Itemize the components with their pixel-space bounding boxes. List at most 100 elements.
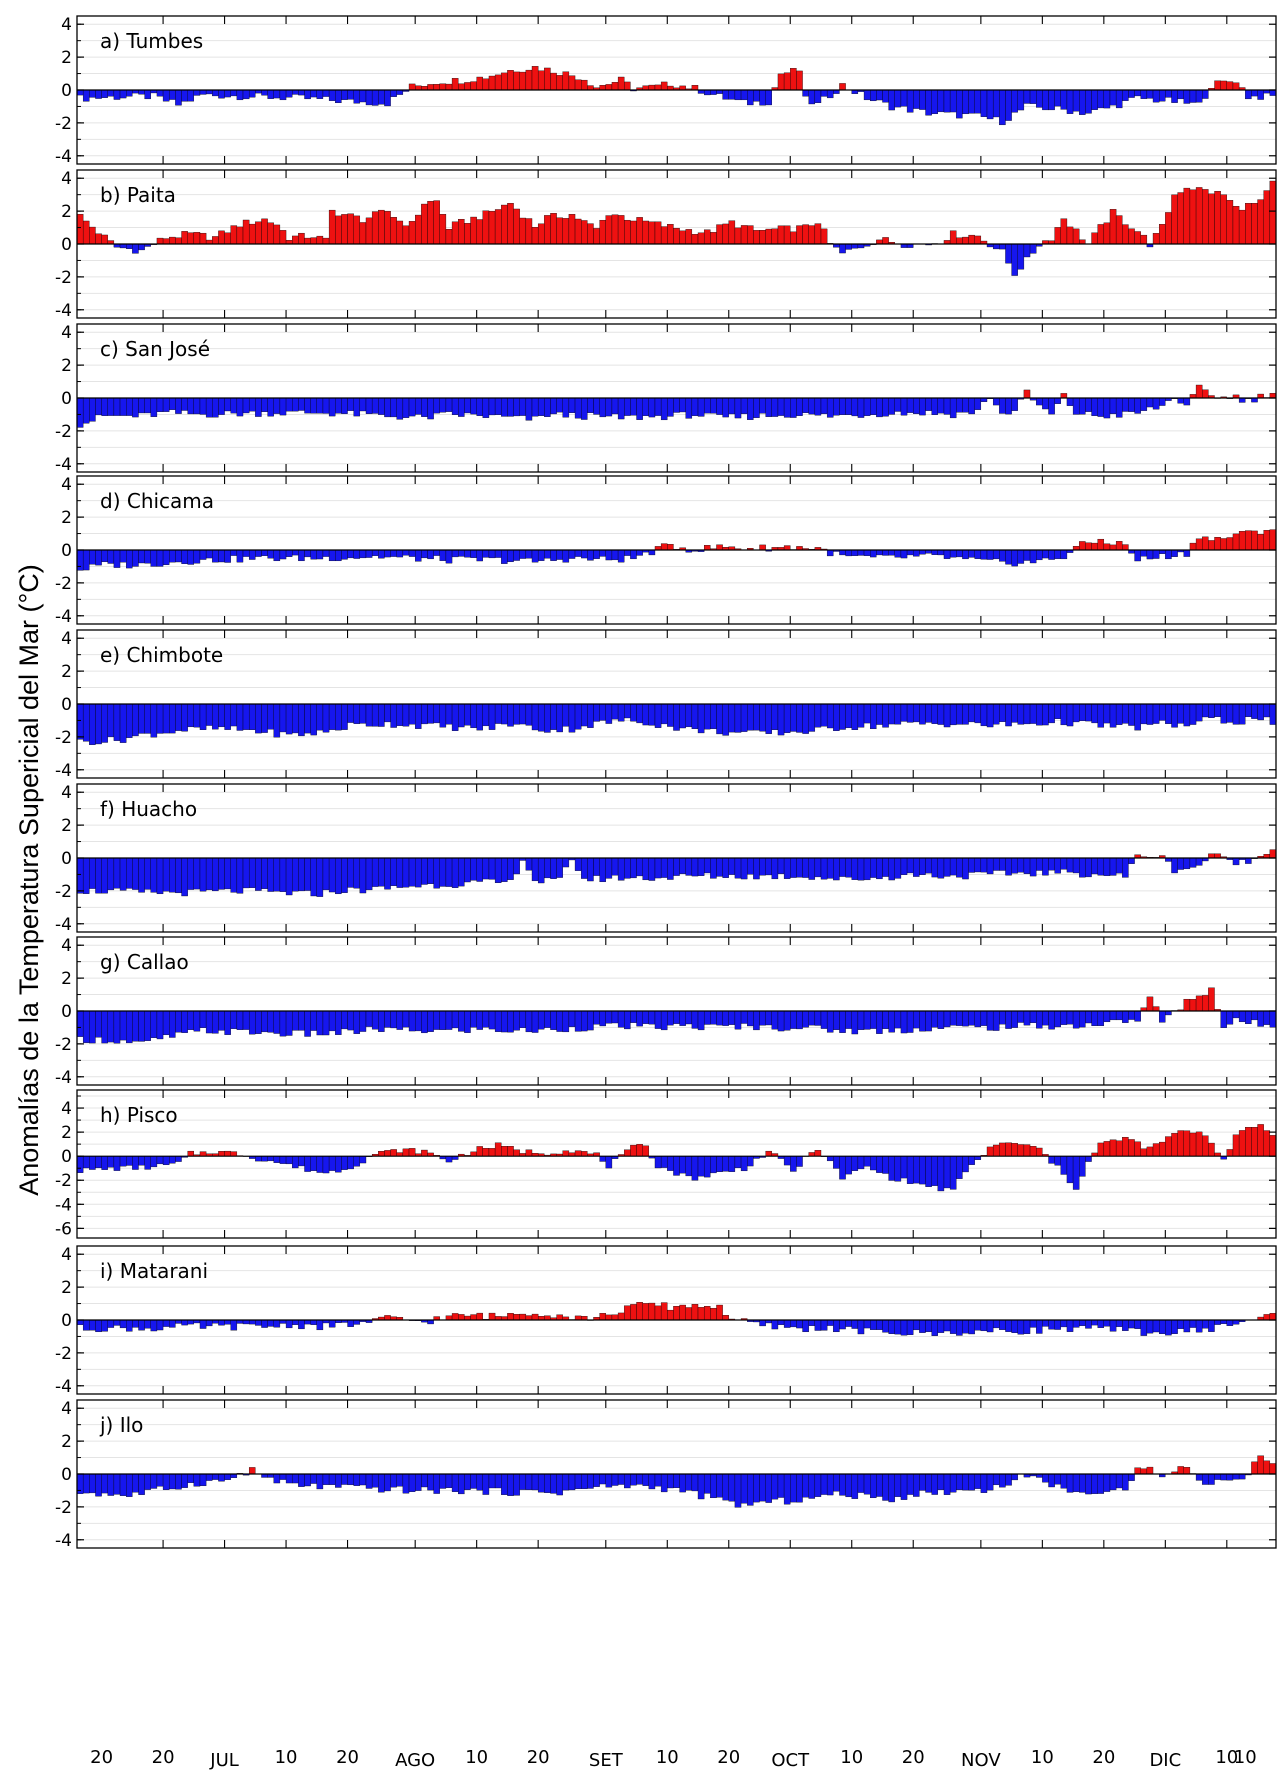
bar: [974, 1010, 982, 1028]
bar: [427, 397, 434, 420]
bar: [734, 397, 742, 419]
bar: [968, 1473, 975, 1491]
bar: [242, 549, 250, 557]
bar: [685, 1010, 693, 1025]
bar: [802, 1319, 809, 1333]
bar: [820, 857, 828, 880]
bar: [956, 1319, 963, 1336]
bar: [716, 1156, 723, 1172]
bar: [384, 1473, 391, 1492]
bar: [919, 397, 926, 416]
bar: [1134, 89, 1141, 97]
bar: [415, 397, 422, 415]
bar: [1011, 1473, 1018, 1481]
bar: [728, 397, 736, 415]
bar: [716, 224, 723, 245]
bar: [328, 209, 336, 245]
bar: [1232, 1134, 1240, 1157]
bar: [544, 549, 551, 559]
bar: [697, 857, 705, 876]
bar: [242, 703, 250, 730]
bar: [224, 89, 231, 98]
bar: [974, 549, 982, 559]
bar: [826, 89, 834, 99]
bar: [974, 397, 982, 410]
bar: [101, 1319, 108, 1332]
bar: [1165, 89, 1172, 98]
bar: [298, 549, 305, 562]
bar: [169, 1010, 176, 1038]
bar: [1146, 703, 1154, 725]
bar: [482, 78, 490, 91]
bar: [458, 1314, 465, 1321]
bar: [107, 1319, 115, 1328]
bar: [150, 1010, 158, 1038]
bar: [1195, 857, 1203, 866]
bar: [1183, 998, 1191, 1012]
bar: [913, 1319, 920, 1331]
month-label: SET: [589, 1750, 624, 1771]
panel-8: 420-2-4-6h) Pisco: [55, 1089, 1277, 1239]
bar: [76, 1010, 84, 1037]
bar: [82, 703, 90, 742]
bar: [101, 1010, 108, 1044]
bar: [525, 1010, 533, 1033]
bar: [292, 703, 299, 734]
bar: [974, 703, 982, 724]
bar: [673, 1156, 680, 1176]
bar: [1011, 397, 1018, 411]
bar: [1202, 189, 1209, 245]
bar: [279, 857, 287, 892]
bar: [531, 549, 539, 563]
bar: [439, 1010, 447, 1030]
bar: [513, 857, 520, 875]
panel-title: c) San José: [100, 337, 210, 361]
bar: [82, 857, 90, 894]
bar: [820, 89, 828, 97]
bar: [353, 1473, 361, 1486]
bar: [599, 219, 606, 245]
bar: [710, 397, 717, 414]
bar: [894, 89, 902, 108]
bar: [833, 1473, 840, 1492]
bar: [728, 1010, 736, 1025]
bar: [636, 1302, 643, 1321]
bar: [451, 221, 459, 245]
bar: [876, 549, 883, 556]
bar: [814, 1319, 822, 1331]
bar: [494, 857, 502, 884]
bar: [279, 89, 287, 101]
bar: [433, 549, 440, 556]
bar: [1134, 1141, 1141, 1157]
bar: [839, 1156, 846, 1180]
bar: [132, 397, 139, 418]
bar: [771, 228, 779, 245]
bar: [384, 1010, 391, 1028]
bar: [95, 1010, 102, 1038]
bar: [722, 1315, 729, 1321]
bar: [371, 1010, 379, 1030]
bar: [851, 243, 859, 249]
bar: [1085, 1010, 1092, 1024]
bar: [648, 1010, 656, 1025]
bar: [1238, 703, 1246, 725]
bar: [285, 1156, 293, 1165]
bar: [1195, 703, 1203, 722]
bar: [298, 1473, 305, 1487]
bar: [605, 549, 613, 561]
bar: [273, 397, 281, 414]
bar: [1220, 703, 1227, 724]
bar: [304, 89, 311, 100]
bar: [433, 703, 440, 724]
bar: [1023, 549, 1031, 561]
bar: [285, 857, 293, 896]
bar: [1146, 1146, 1154, 1157]
bar: [802, 1010, 809, 1028]
bar: [574, 1010, 582, 1032]
bar: [1152, 89, 1160, 103]
y-tick-label: 4: [61, 169, 72, 189]
bar: [199, 1010, 207, 1028]
bar: [169, 89, 176, 100]
bar: [1115, 857, 1123, 874]
bar: [156, 1156, 164, 1165]
